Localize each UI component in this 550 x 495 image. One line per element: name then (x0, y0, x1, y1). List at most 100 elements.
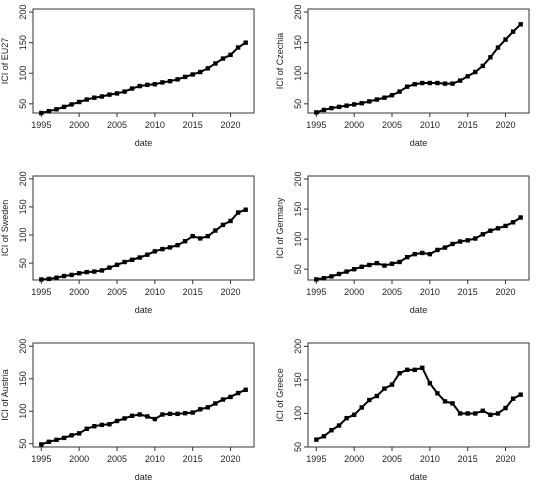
data-point (167, 78, 173, 84)
series-line (41, 388, 247, 446)
x-tick-label: 1995 (306, 454, 326, 464)
chart-panel: 50 100 150 200 1995 2000 2005 2010 2015 2020 date I… (275, 171, 530, 315)
data-point (205, 405, 211, 410)
y-tick-label: 50 (293, 442, 303, 452)
data-point (382, 95, 387, 100)
y-tick-label: 150 (18, 199, 28, 214)
y-tick-label: 150 (293, 372, 303, 387)
data-point (450, 241, 455, 247)
data-point (243, 387, 248, 392)
data-point (427, 251, 433, 257)
data-point (510, 396, 516, 401)
data-point (39, 442, 44, 447)
y-tick-label: 200 (18, 171, 28, 186)
data-point (61, 273, 67, 279)
x-tick-label: 2010 (145, 454, 165, 464)
x-tick-label: 2015 (458, 287, 478, 297)
data-point (243, 40, 248, 45)
data-point (344, 103, 349, 108)
y-tick-label: 150 (18, 371, 28, 386)
x-tick-label: 2020 (221, 287, 241, 297)
y-tick-label: 150 (293, 202, 303, 217)
data-point (488, 412, 493, 417)
chart-panel: 50 100 150 200 1995 2000 2005 2010 2015 2020 date I… (0, 5, 255, 148)
x-tick-label: 2000 (344, 287, 364, 297)
data-point (351, 412, 357, 417)
data-point (205, 66, 211, 71)
data-point (344, 269, 349, 274)
plot-frame (32, 175, 255, 281)
data-point (99, 94, 105, 99)
x-tick-label: 2010 (420, 454, 440, 464)
data-point (420, 80, 425, 86)
data-point (198, 69, 203, 75)
data-point (69, 433, 74, 438)
y-axis-label: ICI of Sweden (0, 200, 10, 257)
data-point (160, 80, 165, 85)
data-point (145, 82, 150, 88)
y-tick-label: 200 (18, 5, 28, 20)
data-point (129, 257, 135, 262)
data-point (427, 80, 433, 86)
data-point (235, 390, 241, 396)
data-point (99, 422, 105, 428)
y-tick-label: 200 (293, 171, 303, 186)
data-point (114, 418, 120, 424)
x-tick-label: 2020 (496, 120, 516, 130)
y-tick-label: 100 (18, 228, 28, 243)
data-point (412, 82, 417, 87)
data-point (518, 215, 523, 220)
data-point (412, 251, 417, 257)
x-tick-label: 2015 (458, 120, 478, 130)
data-point (61, 104, 67, 110)
data-point (175, 411, 180, 417)
data-point (122, 259, 127, 265)
x-tick-label: 1995 (31, 120, 51, 130)
y-tick-label: 50 (293, 99, 303, 109)
data-point (480, 408, 486, 413)
data-point (450, 401, 455, 406)
plot-frame (307, 8, 530, 114)
data-point (336, 271, 342, 277)
data-point (228, 394, 233, 400)
data-point (510, 29, 516, 34)
data-point (92, 424, 97, 429)
data-point (182, 239, 188, 244)
data-point (321, 434, 327, 439)
x-tick-label: 2005 (382, 454, 402, 464)
series-line (41, 208, 247, 281)
data-point (175, 77, 180, 82)
data-point (235, 210, 241, 215)
x-tick-label: 2000 (344, 120, 364, 130)
data-point (495, 45, 501, 50)
x-tick-label: 2020 (221, 454, 241, 464)
data-point (389, 261, 395, 266)
y-tick-label: 100 (293, 232, 303, 247)
y-tick-label: 200 (18, 339, 28, 354)
data-point (329, 105, 334, 111)
data-point (152, 416, 158, 422)
series-line (315, 366, 522, 441)
data-point (137, 83, 142, 89)
series-line (316, 23, 522, 114)
data-point (359, 264, 364, 269)
data-point (495, 226, 501, 231)
y-tick-label: 150 (293, 35, 303, 50)
series-line (41, 41, 247, 114)
data-point (190, 410, 195, 415)
x-axis-label: date (135, 472, 153, 482)
y-tick-label: 50 (293, 264, 303, 274)
data-point (46, 108, 52, 114)
data-point (114, 91, 120, 96)
data-point (243, 207, 248, 212)
data-point (213, 61, 218, 66)
data-point (359, 101, 364, 106)
data-point (235, 45, 241, 50)
data-point (145, 252, 150, 257)
chart-panel: 50 100 150 200 1995 2000 2005 2010 2015 2020 date I… (0, 171, 255, 315)
x-tick-label: 2015 (183, 287, 203, 297)
y-tick-label: 50 (18, 258, 28, 268)
data-point (336, 423, 342, 428)
data-point (450, 81, 455, 86)
data-point (321, 107, 327, 113)
